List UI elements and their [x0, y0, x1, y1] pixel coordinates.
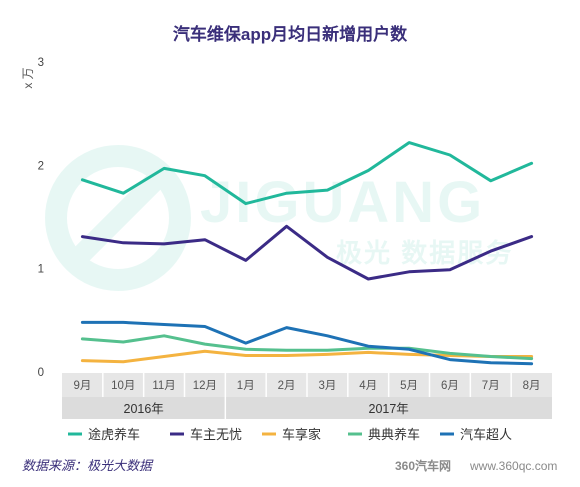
series-layer	[80, 141, 534, 366]
series-line-2	[80, 224, 534, 281]
year-band	[62, 397, 552, 419]
data-source: 数据来源：极光大数据	[22, 458, 154, 473]
y-tick-label: 2	[38, 160, 44, 172]
series-line-5	[80, 320, 534, 366]
legend-label: 汽车超人	[460, 427, 512, 442]
y-tick-label: 3	[38, 57, 44, 69]
watermark-logo-slash	[66, 166, 170, 270]
series-line-3	[80, 349, 534, 364]
site-watermark: 360汽车网 www.360qc.com	[395, 458, 557, 473]
year-label: 2017年	[369, 402, 409, 416]
site-url: www.360qc.com	[469, 459, 557, 473]
x-tick-label: 4月	[359, 380, 377, 392]
site-logo: 360汽车网	[395, 458, 451, 473]
x-tick-label: 12月	[193, 380, 217, 392]
x-tick-label: 2月	[278, 380, 296, 392]
x-tick-label: 10月	[111, 380, 135, 392]
legend-label: 车主无忧	[190, 427, 242, 442]
legend: 途虎养车 车主无忧 车享家 典典养车 汽车超人	[68, 427, 512, 442]
x-tick-labels: 9月 10月 11月 12月 1月 2月 3月 4月 5月 6月 7月 8月	[73, 373, 541, 397]
x-tick-label: 1月	[237, 380, 255, 392]
series-line-1	[80, 141, 534, 206]
legend-label: 车享家	[282, 427, 321, 442]
x-tick-label: 6月	[441, 380, 459, 392]
x-tick-label: 9月	[73, 380, 91, 392]
y-tick-labels: 0 1 2 3	[38, 57, 44, 379]
x-tick-label: 7月	[482, 380, 500, 392]
x-tick-label: 3月	[318, 380, 336, 392]
legend-label: 典典养车	[368, 427, 420, 442]
x-tick-label: 8月	[523, 380, 541, 392]
jiguang-watermark: JIGUANG 极光 数据服务	[45, 145, 513, 291]
year-labels: 2016年 2017年	[124, 397, 409, 419]
y-axis-label: x 万	[21, 67, 35, 88]
watermark-logo-icon	[45, 145, 191, 291]
year-label: 2016年	[124, 402, 164, 416]
y-tick-label: 0	[38, 367, 44, 379]
series-line-4	[80, 334, 534, 361]
watermark-tagline: 极光 数据服务	[336, 238, 513, 268]
x-tick-label: 11月	[152, 380, 175, 392]
legend-label: 途虎养车	[88, 427, 140, 442]
chart-title: 汽车维保app月均日新增用户数	[173, 24, 408, 44]
x-tick-label: 5月	[400, 380, 418, 392]
y-tick-label: 1	[38, 264, 44, 276]
